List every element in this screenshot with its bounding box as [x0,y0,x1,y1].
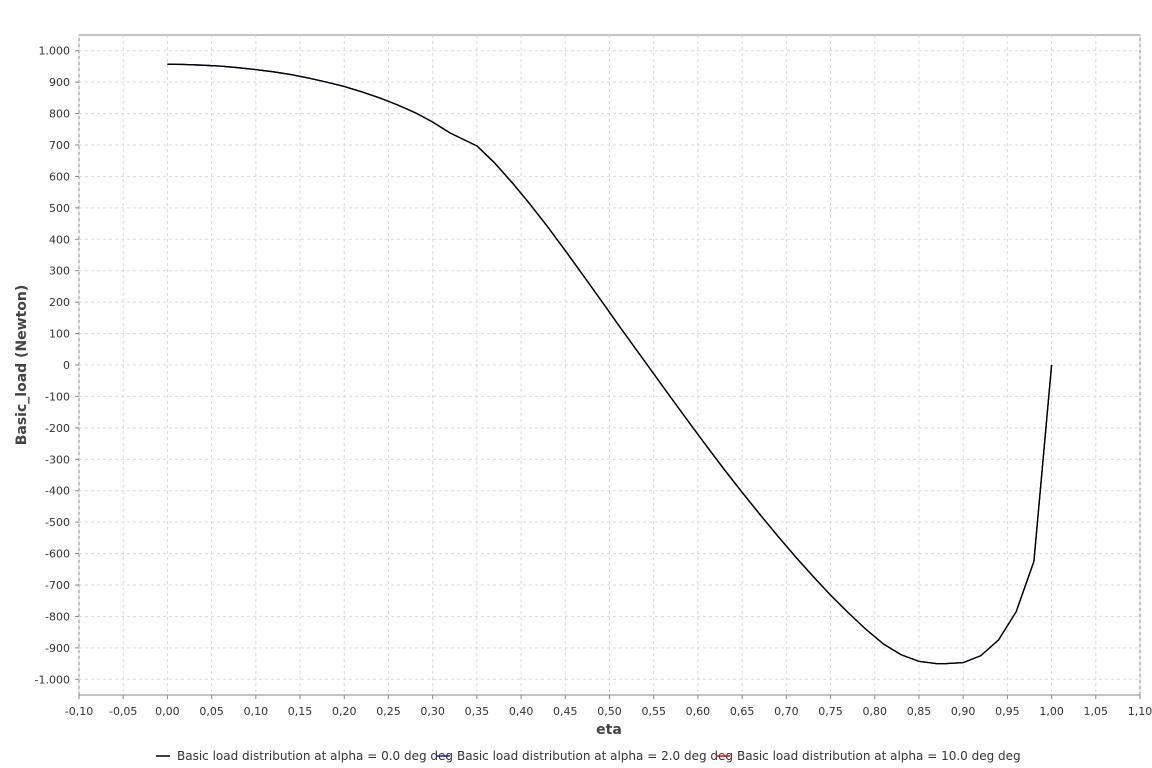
y-tick-label: -300 [45,453,70,466]
x-tick-label: -0,05 [109,705,137,718]
x-tick-label: 0,70 [774,705,799,718]
y-tick-label: 200 [49,296,70,309]
y-axis-ticks: 1.000 900 800 700 600 500 400 300 200 100 0 -100 -20… [35,45,79,686]
y-tick-label: -200 [45,422,70,435]
y-tick-label: 300 [49,265,70,278]
y-tick-label: 800 [49,108,70,121]
legend-label: Basic load distribution at alpha = 2.0 d… [457,749,733,763]
x-tick-label: 0,05 [199,705,224,718]
x-tick-label: 0,10 [244,705,269,718]
y-tick-label: -100 [45,390,70,403]
y-tick-label: -900 [45,642,70,655]
legend-item: Basic load distribution at alpha = 10.0 … [716,749,1021,763]
y-tick-label: 1.000 [39,45,71,58]
y-tick-label: 100 [49,328,70,341]
legend: Basic load distribution at alpha = 0.0 d… [156,749,1021,763]
x-axis-title: eta [596,722,622,738]
x-tick-label: 1,05 [1084,705,1109,718]
y-tick-label: -500 [45,516,70,529]
x-tick-label: 0,20 [332,705,357,718]
grid-lines [78,35,1141,695]
y-tick-label: 400 [49,233,70,246]
x-tick-label: 0,50 [597,705,622,718]
x-tick-label: 0,35 [465,705,490,718]
y-tick-label: -700 [45,579,70,592]
x-tick-label: 0,85 [907,705,932,718]
x-tick-label: 0,80 [863,705,888,718]
y-tick-label: -400 [45,485,70,498]
legend-item: Basic load distribution at alpha = 0.0 d… [156,749,453,763]
x-tick-label: 1,10 [1128,705,1152,718]
x-tick-label: 0,90 [951,705,976,718]
y-tick-label: -600 [45,548,70,561]
series-line-0 [167,63,1053,665]
y-tick-label: 500 [49,202,70,215]
x-tick-label: -0,10 [65,705,93,718]
series-lines [167,63,1053,665]
x-tick-label: 0,65 [730,705,755,718]
x-tick-label: 0,95 [995,705,1020,718]
y-tick-label: 900 [49,76,70,89]
x-tick-label: 0,75 [818,705,843,718]
legend-label: Basic load distribution at alpha = 0.0 d… [177,749,453,763]
x-tick-label: 0,40 [509,705,534,718]
y-tick-label: 600 [49,170,70,183]
y-tick-label: 0 [63,359,70,372]
x-tick-label: 0,55 [641,705,666,718]
x-axis-ticks: -0,10 -0,05 0,00 0,05 0,10 0,15 0,20 0,25 0,30 0,… [65,695,1152,718]
x-tick-label: 0,25 [376,705,401,718]
x-tick-label: 0,15 [288,705,313,718]
y-tick-label: -800 [45,610,70,623]
y-tick-label: -1.000 [35,673,70,686]
x-tick-label: 0,00 [155,705,180,718]
x-tick-label: 1,00 [1039,705,1064,718]
y-tick-label: 700 [49,139,70,152]
x-tick-label: 0,45 [553,705,578,718]
legend-item: Basic load distribution at alpha = 2.0 d… [436,749,733,763]
legend-label: Basic load distribution at alpha = 10.0 … [737,749,1021,763]
x-tick-label: 0,60 [686,705,711,718]
x-tick-label: 0,30 [420,705,445,718]
y-axis-title: Basic_load (Newton) [14,285,30,446]
